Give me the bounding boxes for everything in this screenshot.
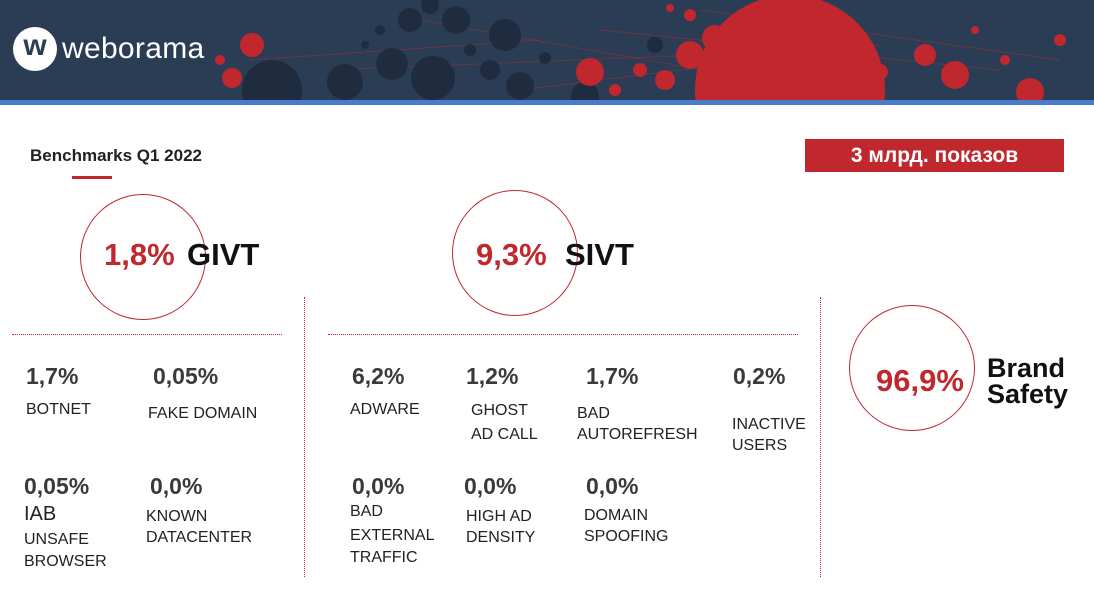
sivt-circle xyxy=(452,190,578,316)
header-banner xyxy=(0,0,1094,100)
decorative-bubbles xyxy=(215,0,1066,100)
metric-label: HIGH AD xyxy=(466,508,532,525)
metric-label: GHOST xyxy=(471,402,528,419)
metric-value: 1,7% xyxy=(26,363,79,389)
metric-label: ADWARE xyxy=(350,401,420,418)
brand-safety-label-line2: Safety xyxy=(987,379,1069,409)
sivt-divider xyxy=(328,334,798,335)
metric-label: DENSITY xyxy=(466,529,536,546)
metric-label: INACTIVE xyxy=(732,416,806,433)
metric-label: BAD xyxy=(350,503,383,520)
brand-safety-label-line1: Brand xyxy=(987,353,1066,383)
metric-label: BROWSER xyxy=(24,553,107,570)
weborama-logo-icon: w xyxy=(13,27,57,71)
sivt-label: SIVT xyxy=(565,237,634,272)
sivt-value: 9,3% xyxy=(476,237,547,272)
givt-value: 1,8% xyxy=(104,237,175,272)
metric-value: 0,2% xyxy=(733,363,786,389)
metric-label: BAD xyxy=(577,405,610,422)
metric-value: 0,0% xyxy=(150,473,203,499)
brand-safety-value: 96,9% xyxy=(876,363,964,398)
metric-label: TRAFFIC xyxy=(350,549,418,566)
page-title: Benchmarks Q1 2022 xyxy=(30,146,202,165)
metric-value: 0,0% xyxy=(464,473,517,499)
section-divider-left xyxy=(304,297,305,577)
metric-label: UNSAFE xyxy=(24,531,89,548)
metric-value: 0,05% xyxy=(153,363,219,389)
metric-label: AUTOREFRESH xyxy=(577,426,698,443)
metric-label: DATACENTER xyxy=(146,529,253,546)
metric-label: BOTNET xyxy=(26,401,91,418)
metric-label: FAKE DOMAIN xyxy=(148,405,258,422)
metric-value: 0,0% xyxy=(586,473,639,499)
metric-value: 0,0% xyxy=(352,473,405,499)
metric-value: 1,2% xyxy=(466,363,519,389)
brand-name: weborama xyxy=(62,32,205,65)
metric-value: 6,2% xyxy=(352,363,405,389)
impressions-badge: 3 млрд. показов xyxy=(805,139,1064,172)
logo-mark: w xyxy=(23,29,47,62)
metric-label: KNOWN xyxy=(146,508,208,525)
metric-value: 0,05% xyxy=(24,473,90,499)
metric-label: SPOOFING xyxy=(584,528,669,545)
brand-safety-circle xyxy=(849,305,975,431)
header-divider xyxy=(0,100,1094,105)
title-underline xyxy=(72,176,112,179)
metric-label: EXTERNAL xyxy=(350,527,435,544)
givt-circle xyxy=(80,194,206,320)
metric-label: DOMAIN xyxy=(584,507,648,524)
section-divider-right xyxy=(820,297,821,577)
metric-label-primary: IAB xyxy=(24,503,57,525)
givt-label: GIVT xyxy=(187,237,260,272)
metric-label: USERS xyxy=(732,437,788,454)
givt-divider xyxy=(12,334,282,335)
metric-value: 1,7% xyxy=(586,363,639,389)
metric-label: AD CALL xyxy=(471,426,538,443)
